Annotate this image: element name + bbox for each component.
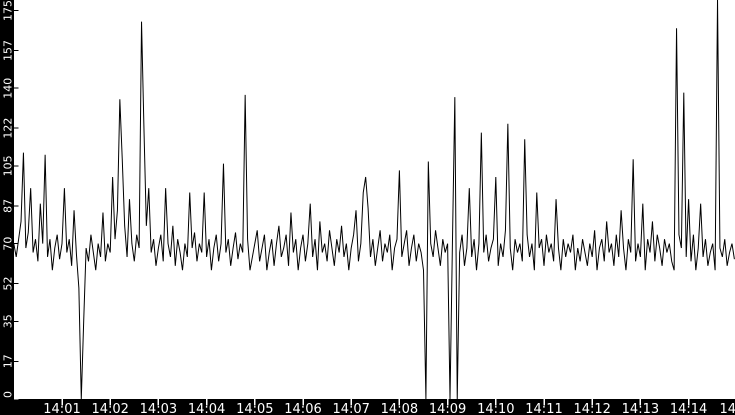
x-tick-label: 14:05 — [236, 402, 273, 415]
x-tick-label: 14:10 — [477, 402, 514, 415]
y-axis-bar — [0, 0, 14, 415]
y-tick-label: 157 — [1, 40, 14, 61]
x-tick-label: 14:01 — [43, 402, 80, 415]
x-tick-label: 14:14 — [670, 402, 707, 415]
x-axis-bar — [14, 399, 735, 415]
data-series-line — [13, 0, 735, 400]
y-tick-label: 70 — [1, 237, 14, 251]
x-tick-label: 14:03 — [140, 402, 177, 415]
y-tick-label: 17 — [1, 354, 14, 368]
x-tick-label: 14:12 — [573, 402, 610, 415]
y-tick-label: 87 — [1, 199, 14, 213]
x-tick-label-clipped: 14 — [720, 402, 735, 415]
y-tick-label: 52 — [1, 277, 14, 291]
x-tick-label: 14:11 — [525, 402, 562, 415]
x-tick-label: 14:06 — [284, 402, 321, 415]
x-tick-label: 14:02 — [91, 402, 128, 415]
x-tick-label: 14:04 — [188, 402, 225, 415]
y-tick-label: 140 — [1, 78, 14, 99]
y-tick-label: 0 — [1, 391, 14, 398]
x-tick-label: 14:13 — [622, 402, 659, 415]
x-tick-label: 14:07 — [332, 402, 369, 415]
x-tick-label: 14:08 — [381, 402, 418, 415]
y-tick-label: 35 — [1, 314, 14, 328]
y-tick-label: 105 — [1, 155, 14, 176]
y-tick-label: 122 — [1, 118, 14, 139]
y-tick-label: 175 — [1, 0, 14, 21]
x-tick-label: 14:09 — [429, 402, 466, 415]
